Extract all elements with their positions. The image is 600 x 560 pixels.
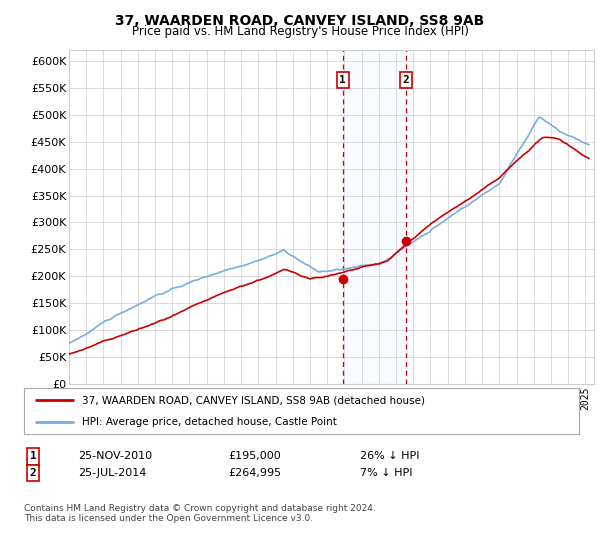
Text: 37, WAARDEN ROAD, CANVEY ISLAND, SS8 9AB: 37, WAARDEN ROAD, CANVEY ISLAND, SS8 9AB [115, 14, 485, 28]
Text: £195,000: £195,000 [228, 451, 281, 461]
Bar [343, 50, 406, 384]
Text: Contains HM Land Registry data © Crown copyright and database right 2024.
This d: Contains HM Land Registry data © Crown c… [24, 504, 376, 524]
Text: 26% ↓ HPI: 26% ↓ HPI [360, 451, 419, 461]
Text: Price paid vs. HM Land Registry's House Price Index (HPI): Price paid vs. HM Land Registry's House … [131, 25, 469, 38]
Text: 1: 1 [29, 451, 37, 461]
Text: 7% ↓ HPI: 7% ↓ HPI [360, 468, 413, 478]
Text: 2: 2 [403, 75, 409, 85]
Text: HPI: Average price, detached house, Castle Point: HPI: Average price, detached house, Cast… [82, 417, 337, 427]
Text: £264,995: £264,995 [228, 468, 281, 478]
Text: 2: 2 [29, 468, 37, 478]
Text: 25-NOV-2010: 25-NOV-2010 [78, 451, 152, 461]
Text: 37, WAARDEN ROAD, CANVEY ISLAND, SS8 9AB (detached house): 37, WAARDEN ROAD, CANVEY ISLAND, SS8 9AB… [82, 395, 425, 405]
Text: 25-JUL-2014: 25-JUL-2014 [78, 468, 146, 478]
Text: 1: 1 [340, 75, 346, 85]
